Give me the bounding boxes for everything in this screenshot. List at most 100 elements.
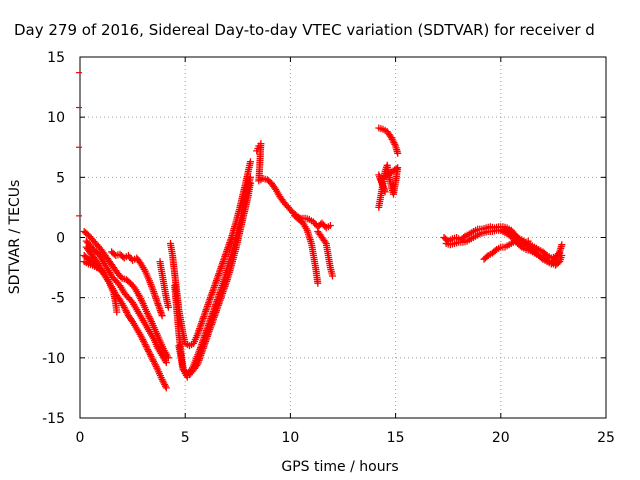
data-point [124, 277, 132, 285]
grid-lines [80, 57, 606, 418]
data-point [376, 173, 383, 181]
data-point [319, 221, 327, 229]
data-point [278, 196, 286, 204]
chart-title: Day 279 of 2016, Sidereal Day-to-day VTE… [14, 21, 595, 39]
data-point [208, 311, 216, 319]
data-point [103, 255, 111, 263]
y-tick-label: 15 [47, 50, 65, 66]
data-point [204, 323, 212, 331]
data-point [157, 350, 165, 358]
data-point [162, 292, 170, 300]
data-point [515, 241, 523, 249]
data-point [128, 281, 136, 289]
data-point [553, 252, 561, 260]
data-point [472, 226, 480, 234]
data-point [520, 237, 528, 245]
data-point [112, 267, 120, 275]
data-point [270, 182, 278, 190]
data-point [89, 252, 97, 260]
data-point [144, 346, 152, 354]
data-point [185, 368, 193, 376]
data-point [265, 177, 273, 185]
data-point [143, 307, 150, 315]
series-1 [82, 237, 170, 367]
series-17 [480, 236, 566, 268]
data-point [292, 213, 300, 221]
data-point [467, 229, 475, 237]
data-point [524, 240, 532, 247]
data-point [307, 238, 315, 246]
data-points [80, 124, 566, 392]
series-12 [314, 228, 336, 280]
data-point [158, 268, 166, 276]
data-point [503, 242, 511, 250]
data-point [520, 244, 528, 252]
data-point [316, 231, 324, 238]
data-point [98, 256, 106, 264]
data-point [387, 181, 395, 189]
y-tick-label: 5 [56, 170, 65, 186]
data-point [328, 270, 336, 278]
data-point [465, 236, 473, 244]
data-point [244, 169, 252, 177]
data-point [532, 249, 540, 257]
data-point [91, 262, 99, 270]
y-tick-label: -10 [42, 351, 65, 367]
data-point [512, 238, 519, 246]
data-point [219, 259, 226, 267]
y-tick-label: -5 [51, 291, 65, 307]
data-point [160, 280, 168, 288]
data-point [533, 244, 541, 252]
data-point [503, 226, 511, 234]
series-9 [175, 173, 254, 377]
data-point [82, 229, 90, 237]
data-point [144, 326, 152, 334]
data-point [511, 231, 519, 239]
x-tick-label: 20 [492, 430, 510, 446]
data-point [202, 307, 210, 315]
data-point [309, 250, 317, 257]
data-point [136, 311, 144, 319]
data-point [326, 262, 334, 270]
data-point [95, 265, 103, 273]
series-5 [108, 248, 166, 320]
data-point [296, 217, 304, 225]
y-tick-label: 10 [47, 110, 65, 126]
data-point [158, 310, 165, 318]
data-point [109, 274, 117, 282]
data-point [321, 238, 329, 246]
data-point [140, 318, 148, 326]
y-tick-labels: -15 -10 -5 0 5 10 15 [42, 50, 65, 427]
data-point [286, 205, 294, 213]
data-point [314, 277, 321, 285]
data-point [153, 364, 161, 372]
y-tick-label: -15 [42, 411, 65, 427]
data-point [157, 374, 165, 382]
data-point [138, 298, 146, 306]
series-6 [156, 258, 172, 311]
data-point [536, 253, 544, 261]
data-point [441, 235, 449, 243]
data-point [210, 283, 218, 291]
data-point [104, 277, 112, 285]
plot-frame [79, 56, 607, 419]
axis-ticks [76, 56, 607, 419]
data-point [461, 238, 469, 246]
series-13 [375, 124, 402, 157]
data-point [140, 265, 148, 273]
data-point [377, 125, 385, 133]
data-point [238, 211, 245, 219]
data-point [315, 222, 323, 229]
data-point [135, 257, 143, 265]
data-point [246, 175, 254, 183]
data-point [149, 286, 157, 294]
data-point [151, 325, 159, 333]
data-point [320, 237, 328, 244]
data-point [385, 131, 393, 139]
y-tick-label: 0 [56, 231, 65, 247]
data-point [474, 231, 482, 239]
data-point [469, 234, 477, 241]
data-point [149, 333, 157, 341]
series-14 [375, 161, 402, 211]
series-18 [501, 225, 564, 262]
